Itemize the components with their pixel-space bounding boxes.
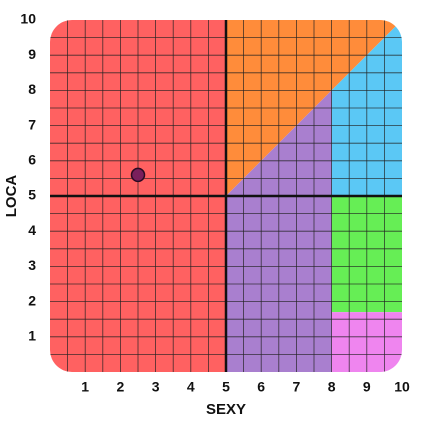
x-tick-label: 5 [222, 379, 230, 395]
y-axis-title: LOCA [3, 175, 20, 218]
y-tick-label: 3 [28, 257, 36, 273]
x-tick-label: 4 [187, 379, 195, 395]
plot-area [50, 20, 402, 372]
y-tick-label: 1 [28, 328, 36, 344]
y-tick-label: 4 [28, 222, 36, 238]
x-tick-label: 6 [257, 379, 265, 395]
y-tick-label: 6 [28, 152, 36, 168]
y-tick-label: 7 [28, 116, 36, 132]
y-tick-label: 2 [28, 292, 36, 308]
y-tick-label: 10 [20, 11, 36, 27]
y-tick-label: 8 [28, 81, 36, 97]
x-tick-label: 2 [117, 379, 125, 395]
y-tick-label: 5 [28, 187, 36, 203]
x-axis-title: SEXY [206, 401, 246, 418]
x-tick-label: 7 [293, 379, 301, 395]
point [130, 167, 146, 183]
x-tick-label: 3 [152, 379, 160, 395]
x-tick-label: 9 [363, 379, 371, 395]
x-tick-label: 8 [328, 379, 336, 395]
y-tick-label: 9 [28, 46, 36, 62]
x-tick-label: 10 [394, 379, 410, 395]
x-tick-label: 1 [81, 379, 89, 395]
